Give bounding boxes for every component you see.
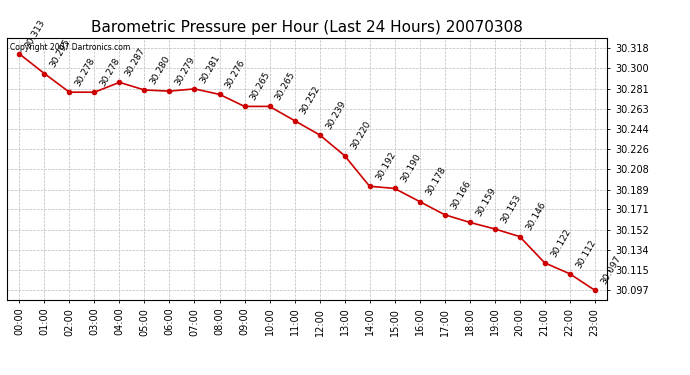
Text: 30.313: 30.313 — [23, 18, 47, 50]
Text: 30.192: 30.192 — [374, 150, 397, 182]
Title: Barometric Pressure per Hour (Last 24 Hours) 20070308: Barometric Pressure per Hour (Last 24 Ho… — [91, 20, 523, 35]
Text: 30.153: 30.153 — [499, 193, 522, 225]
Text: 30.278: 30.278 — [74, 56, 97, 88]
Text: 30.239: 30.239 — [324, 99, 347, 130]
Text: 30.220: 30.220 — [348, 120, 372, 152]
Text: 30.122: 30.122 — [549, 227, 572, 259]
Text: 30.276: 30.276 — [224, 58, 247, 90]
Text: 30.252: 30.252 — [299, 85, 322, 117]
Text: 30.146: 30.146 — [524, 201, 547, 232]
Text: 30.112: 30.112 — [574, 238, 598, 270]
Text: 30.265: 30.265 — [274, 70, 297, 102]
Text: 30.281: 30.281 — [199, 53, 222, 85]
Text: 30.190: 30.190 — [399, 152, 422, 184]
Text: 30.295: 30.295 — [48, 38, 72, 69]
Text: Copyright 2007 Dartronics.com: Copyright 2007 Dartronics.com — [10, 43, 130, 52]
Text: 30.278: 30.278 — [99, 56, 122, 88]
Text: 30.279: 30.279 — [174, 55, 197, 87]
Text: 30.287: 30.287 — [124, 46, 147, 78]
Text: 30.280: 30.280 — [148, 54, 172, 86]
Text: 30.166: 30.166 — [448, 178, 473, 210]
Text: 30.178: 30.178 — [424, 165, 447, 197]
Text: 30.265: 30.265 — [248, 70, 273, 102]
Text: 30.159: 30.159 — [474, 186, 497, 218]
Text: 30.097: 30.097 — [599, 254, 622, 286]
